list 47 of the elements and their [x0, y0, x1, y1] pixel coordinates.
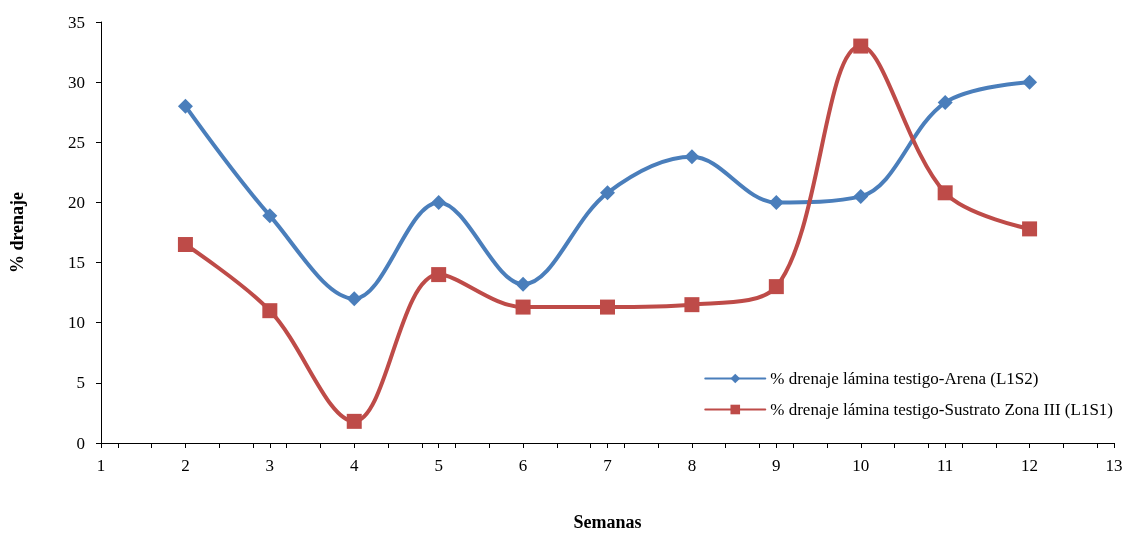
point	[431, 194, 447, 210]
point	[684, 297, 700, 313]
point	[262, 303, 278, 319]
x-tick-label: 12	[1021, 456, 1039, 475]
x-axis-title: Semanas	[573, 512, 642, 532]
y-tick-label: 10	[68, 313, 85, 333]
x-tick-label: 8	[687, 456, 697, 475]
point	[600, 299, 615, 315]
x-tick-label: 13	[1105, 456, 1123, 475]
point	[515, 276, 531, 292]
point	[768, 279, 784, 295]
x-tick-label: 7	[603, 456, 613, 475]
point	[346, 291, 362, 307]
point	[937, 95, 953, 111]
point	[431, 267, 447, 283]
point	[177, 237, 193, 253]
point	[346, 413, 362, 429]
point	[937, 185, 953, 201]
point	[1022, 221, 1038, 237]
point	[177, 98, 193, 114]
point	[1022, 74, 1038, 90]
y-tick-label: 5	[76, 373, 85, 393]
x-tick-label: 6	[518, 456, 528, 475]
x-tick-label: 2	[181, 456, 190, 475]
x-tick-label: 4	[350, 456, 359, 475]
x-tick-label: 5	[434, 456, 443, 475]
x-tick-label: 3	[265, 456, 275, 475]
point	[768, 194, 784, 210]
point	[684, 149, 700, 165]
x-tick-label: 9	[772, 456, 781, 475]
y-tick-label: 20	[68, 192, 85, 212]
point	[515, 299, 531, 315]
point	[853, 188, 869, 204]
y-tick-label: 15	[68, 253, 85, 273]
x-tick-label: 11	[936, 456, 954, 475]
x-tick-label: 10	[852, 456, 870, 475]
y-axis-title: % drenaje	[7, 191, 27, 274]
point	[600, 185, 615, 201]
point	[262, 208, 278, 224]
legend-label: % drenaje lámina testigo-Sustrato Zona III (L1S1)	[770, 400, 1113, 419]
x-tick-label: 1	[96, 456, 106, 475]
legend-label: % drenaje lámina testigo-Arena (L1S2)	[770, 369, 1039, 388]
y-tick-label: 25	[68, 132, 85, 152]
y-tick-label: 0	[76, 433, 85, 453]
point	[853, 38, 869, 54]
y-tick-label: 30	[68, 72, 85, 92]
y-tick-label: 35	[68, 12, 85, 32]
